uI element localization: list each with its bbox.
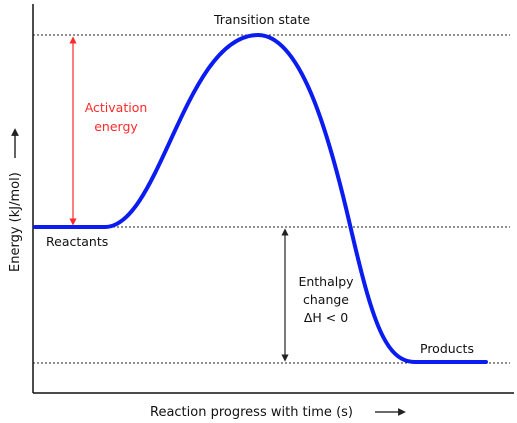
activation-energy-label-line1: Activation: [85, 100, 148, 115]
activation-energy-label-line2: energy: [94, 119, 138, 134]
reactants-label: Reactants: [46, 234, 108, 249]
transition-state-label: Transition state: [213, 12, 310, 27]
products-label: Products: [420, 341, 474, 356]
x-axis-label: Reaction progress with time (s): [150, 405, 353, 420]
y-axis-label-group: Energy (kJ/mol): [8, 128, 23, 272]
enthalpy-label-line2: change: [303, 292, 349, 307]
y-axis-label: Energy (kJ/mol): [8, 172, 23, 272]
enthalpy-label-line3: ΔH < 0: [304, 310, 348, 325]
energy-curve: [33, 33, 488, 364]
enthalpy-label-line1: Enthalpy: [298, 274, 354, 289]
